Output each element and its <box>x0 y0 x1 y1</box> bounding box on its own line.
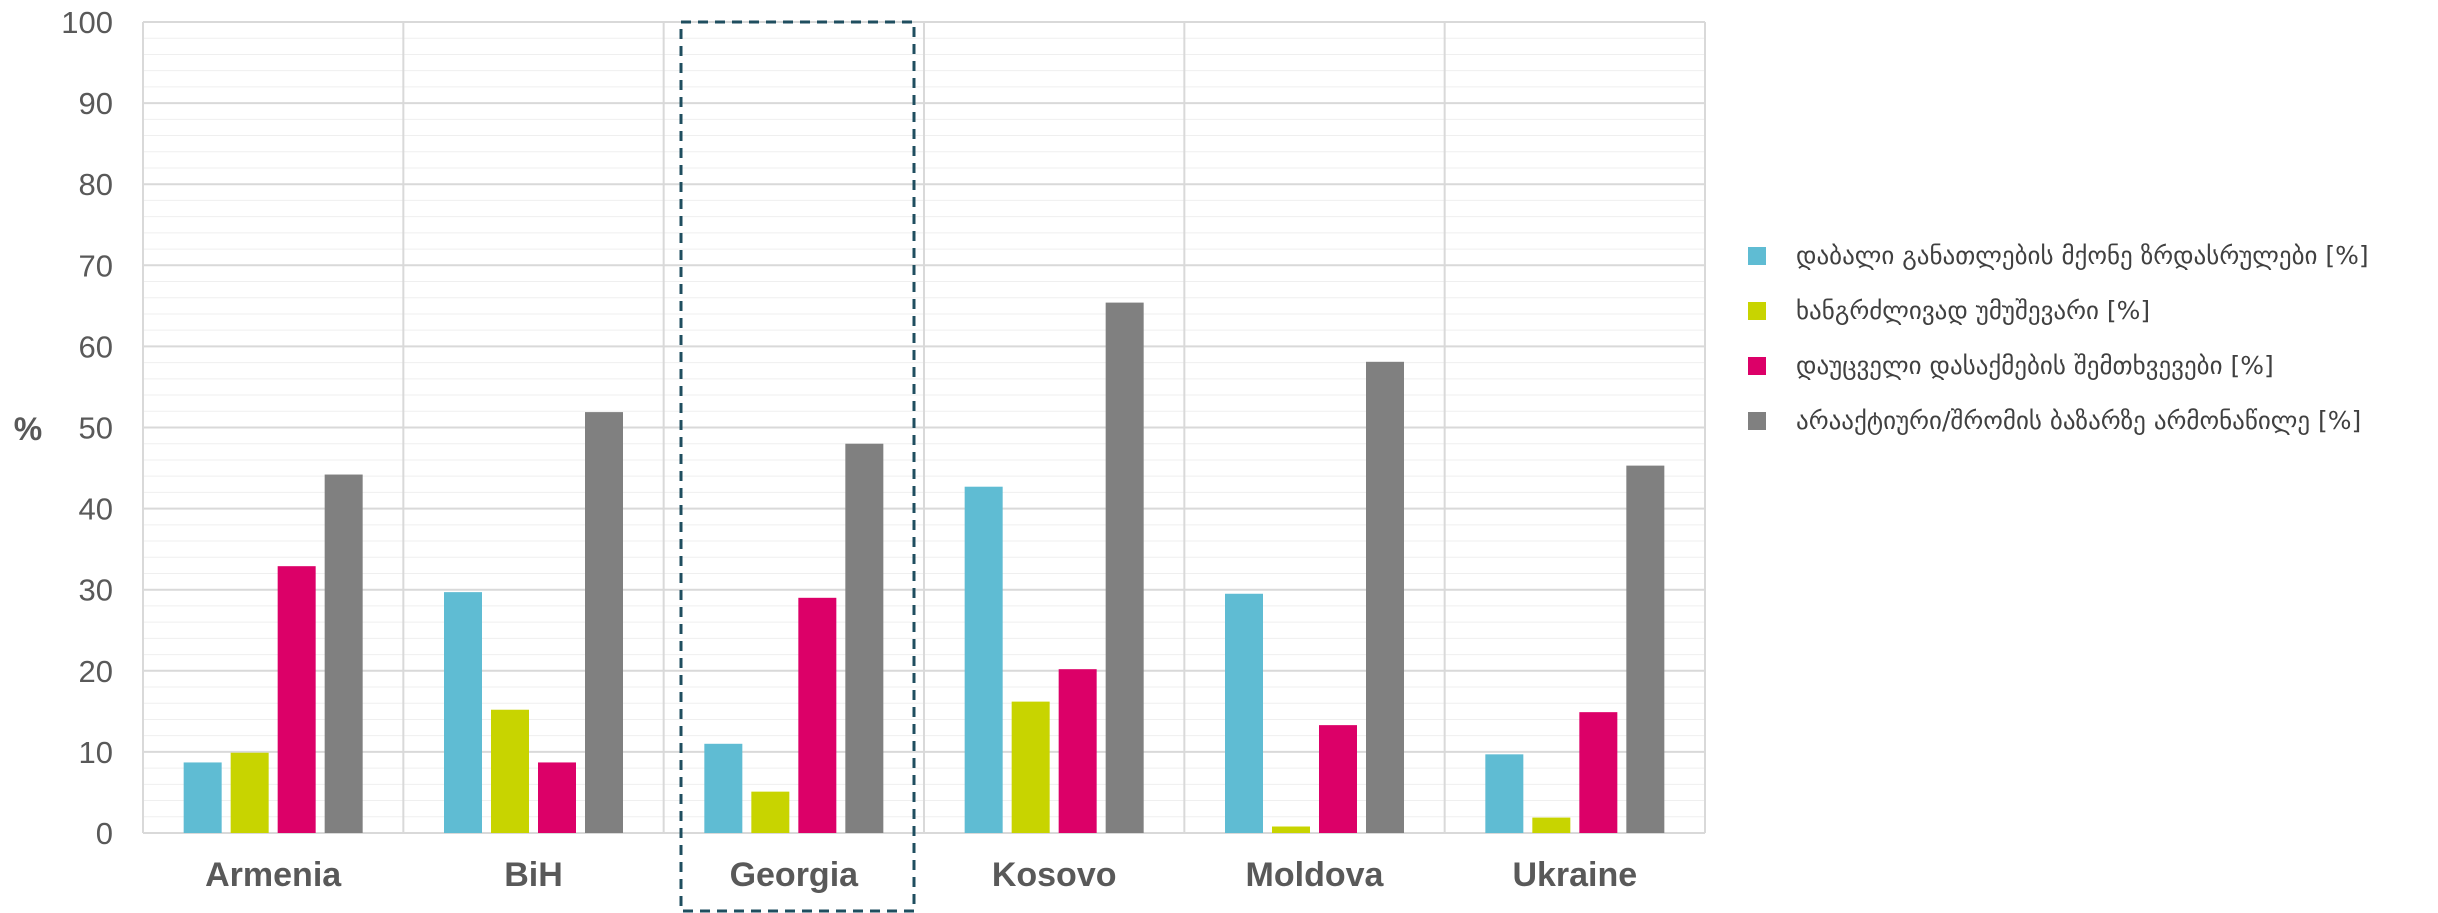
legend-item: დაბალი განათლების მქონე ზრდასრულები [%] <box>1748 228 2369 283</box>
y-tick-label: 80 <box>79 167 113 202</box>
y-tick-label: 0 <box>96 816 113 851</box>
legend-item: დაუცველი დასაქმების შემთხვევები [%] <box>1748 338 2369 393</box>
bar <box>1058 669 1097 833</box>
bar <box>444 592 482 833</box>
y-tick-label: 30 <box>79 573 113 608</box>
bar <box>491 709 529 833</box>
legend-swatch-low-education <box>1748 246 1766 265</box>
legend-swatch-inactive <box>1748 411 1766 430</box>
y-tick-label: 60 <box>79 329 113 364</box>
y-tick-label: 70 <box>79 248 113 283</box>
bar <box>798 597 837 833</box>
bar <box>1272 826 1310 833</box>
y-tick-label: 50 <box>79 411 113 446</box>
bar <box>1319 725 1357 833</box>
category-labels: Armenia BiH Georgia Kosovo Moldova Ukraine <box>205 856 1637 894</box>
y-tick-label: 10 <box>79 735 113 770</box>
category-label: Kosovo <box>992 856 1117 894</box>
bar <box>585 412 623 833</box>
bar <box>751 791 790 833</box>
legend-item: არააქტიური/შრომის ბაზარზე არმონაწილე [%] <box>1748 393 2369 448</box>
y-tick-label: 100 <box>61 5 113 40</box>
legend-label: არააქტიური/შრომის ბაზარზე არმონაწილე [%] <box>1796 406 2362 435</box>
bar <box>1579 712 1618 833</box>
category-label: Moldova <box>1246 856 1385 894</box>
bar <box>1225 593 1263 833</box>
legend-swatch-long-term-unemployed <box>1748 301 1766 320</box>
bar <box>1366 361 1404 833</box>
bar <box>1485 754 1524 833</box>
bar <box>183 762 222 833</box>
bar <box>277 566 316 833</box>
legend-label: დაბალი განათლების მქონე ზრდასრულები [%] <box>1796 241 2369 270</box>
bar <box>538 762 576 833</box>
bar <box>230 752 269 833</box>
bar <box>1105 302 1144 834</box>
bar <box>1011 701 1050 833</box>
category-label: Ukraine <box>1512 856 1637 894</box>
bar <box>704 743 743 833</box>
category-label: Armenia <box>205 856 342 894</box>
category-label: Georgia <box>730 856 860 894</box>
legend-label: დაუცველი დასაქმების შემთხვევები [%] <box>1796 351 2274 380</box>
legend-swatch-vulnerable-employment <box>1748 356 1766 375</box>
bar <box>845 443 884 833</box>
y-axis-label: % <box>14 411 42 447</box>
legend-label: ხანგრძლივად უმუშევარი [%] <box>1796 296 2151 325</box>
gridlines <box>142 21 1706 834</box>
bar <box>1626 465 1665 833</box>
bar <box>324 474 363 833</box>
y-tick-label: 40 <box>79 492 113 527</box>
y-tick-label: 20 <box>79 654 113 689</box>
bars <box>183 302 1665 834</box>
legend: დაბალი განათლების მქონე ზრდასრულები [%] … <box>1748 228 2369 448</box>
category-label: BiH <box>504 856 563 894</box>
y-axis-ticks: 0 10 20 30 40 50 60 70 80 90 100 <box>61 5 113 851</box>
bar <box>964 486 1003 833</box>
legend-item: ხანგრძლივად უმუშევარი [%] <box>1748 283 2369 338</box>
bar <box>1532 817 1571 833</box>
y-tick-label: 90 <box>79 86 113 121</box>
